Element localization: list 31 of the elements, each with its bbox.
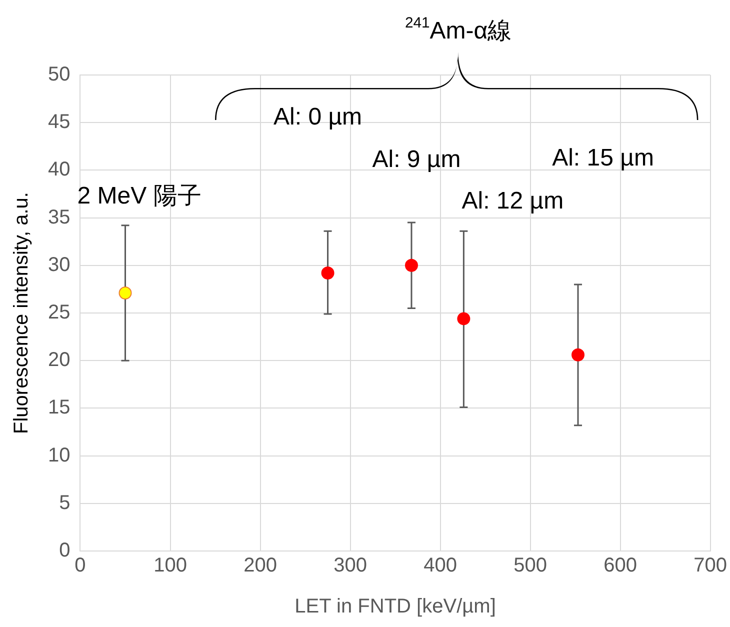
x-tick-label: 600	[604, 554, 637, 577]
annotation: Al: 15 µm	[552, 144, 654, 172]
point	[118, 286, 132, 300]
x-tick-label: 0	[74, 554, 86, 577]
annotation: Al: 12 µm	[462, 187, 564, 214]
x-tick-label: 100	[154, 554, 187, 577]
point	[572, 348, 584, 362]
y-tick-label: 15	[48, 396, 70, 419]
x-tick-label: 400	[424, 554, 457, 577]
point	[404, 258, 418, 272]
y-tick-label: 30	[48, 254, 70, 276]
x-tick-label: 700	[694, 554, 728, 577]
y-tick-label: 5	[59, 492, 70, 514]
annotation: 2 MeV 陽子	[77, 182, 202, 210]
x-axis-title: LET in FNTD [keV/µm]	[294, 596, 496, 618]
point	[457, 312, 470, 326]
y-tick-label: 10	[48, 444, 70, 466]
y-tick-label: 40	[48, 158, 70, 181]
y-axis-title: Fluorescence intensity, a.u.	[10, 192, 33, 434]
y-tick-label: 0	[59, 540, 70, 562]
y-tick-label: 35	[48, 206, 70, 228]
annotation: Al: 0 µm	[274, 104, 362, 131]
x-tick-label: 500	[514, 554, 547, 577]
point	[321, 266, 334, 280]
y-tick-label: 25	[48, 302, 70, 324]
y-tick-label: 20	[48, 349, 70, 372]
annotation: Al: 9 µm	[372, 146, 461, 174]
y-tick-label: 45	[48, 111, 70, 134]
x-tick-label: 200	[244, 554, 277, 577]
x-tick-label: 300	[334, 554, 367, 577]
y-tick-label: 50	[48, 64, 70, 86]
